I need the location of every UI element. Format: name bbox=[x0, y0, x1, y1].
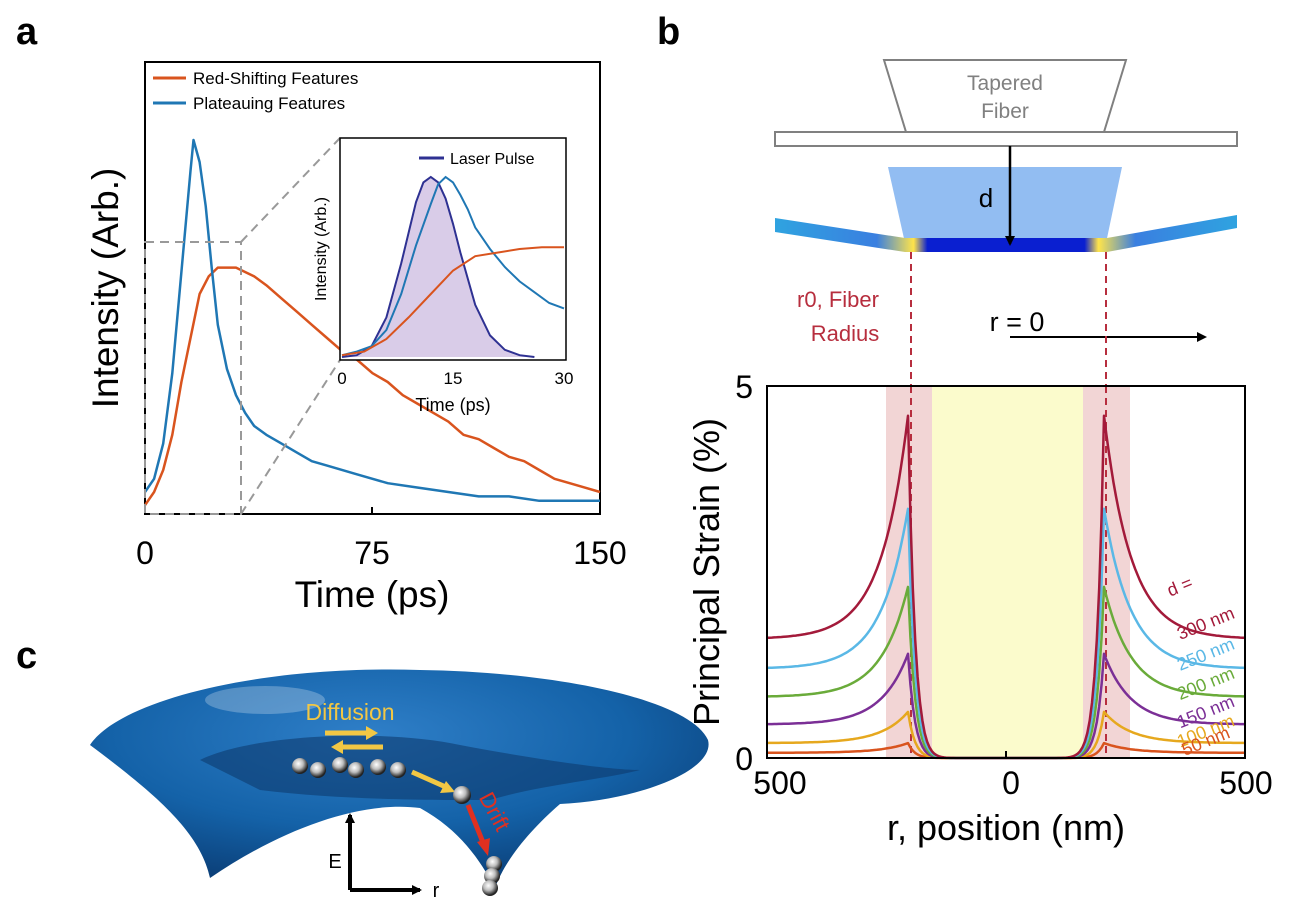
panel-a-x-tick-75: 75 bbox=[354, 535, 390, 571]
radius-axis-label: r bbox=[433, 880, 440, 902]
inset-line-series-1 bbox=[341, 175, 565, 357]
panel-b-chart: Principal Strain (%) r, position (nm) 5 … bbox=[686, 369, 1273, 848]
diffusion-arrow-right-head bbox=[366, 726, 378, 740]
panel-label-c: c bbox=[16, 635, 37, 677]
panel-b-y-tick-5: 5 bbox=[735, 369, 753, 405]
panel-label-b: b bbox=[657, 11, 680, 53]
panel-a-line-plateauing-features bbox=[143, 138, 600, 503]
energy-axis-label: E bbox=[328, 851, 341, 873]
drift-arrow bbox=[465, 804, 487, 846]
exciton-particle bbox=[486, 856, 502, 872]
diffusion-label: Diffusion bbox=[305, 699, 394, 725]
strained-membrane bbox=[775, 215, 1237, 252]
exciton-particle bbox=[370, 759, 386, 775]
exciton-particle bbox=[390, 762, 406, 778]
substrate-plate bbox=[774, 131, 1238, 147]
panel-a-line-red-shifting-features bbox=[143, 266, 601, 506]
panel-a-inset-series-group bbox=[341, 175, 565, 358]
exciton-particle bbox=[484, 868, 500, 884]
drift-arrow-head bbox=[477, 838, 490, 856]
panel-b-x-axis-label: r, position (nm) bbox=[887, 807, 1125, 848]
inset-x-tick-15: 15 bbox=[444, 369, 463, 388]
indent-depth-label: d bbox=[979, 183, 993, 213]
panel-a-y-axis-label: Intensity (Arb.) bbox=[85, 168, 126, 409]
legend-label-plateauing: Plateauing Features bbox=[193, 94, 345, 113]
panel-b-y-tick-0: 0 bbox=[735, 741, 753, 777]
exciton-particle bbox=[310, 762, 326, 778]
panel-c-schematic: Diffusion Drift E r bbox=[90, 669, 709, 902]
contact-region-band bbox=[932, 386, 1083, 758]
exciton-particle bbox=[348, 762, 364, 778]
r0-label-line1: r0, Fiber bbox=[797, 287, 879, 312]
panel-b-schematic: Tapered Fiber d r0, Fiber Radius r = 0 bbox=[774, 59, 1238, 386]
panel-a-chart: Red-Shifting Features Plateauing Feature… bbox=[85, 61, 627, 615]
inset-legend-label-laser: Laser Pulse bbox=[450, 151, 535, 168]
panel-a-x-axis-label: Time (ps) bbox=[295, 574, 450, 615]
inset-line-laser-pulse bbox=[341, 175, 535, 358]
energy-landscape-trough bbox=[200, 735, 640, 800]
r-origin-label: r = 0 bbox=[990, 307, 1045, 337]
exciton-particle bbox=[482, 880, 498, 896]
panel-a-x-tick-150: 150 bbox=[573, 535, 626, 571]
panel-b-legend-title: d = bbox=[1164, 572, 1195, 600]
panel-b-x-tick-left: 500 bbox=[753, 765, 806, 801]
panel-a-zoom-guide-top bbox=[240, 137, 341, 243]
exciton-particle bbox=[453, 786, 471, 804]
drift-path-arrow-head bbox=[440, 781, 455, 793]
tapered-fiber-label-line2: Fiber bbox=[981, 100, 1029, 123]
surface-highlight bbox=[205, 686, 325, 714]
panel-b-x-tick-right: 500 bbox=[1219, 765, 1272, 801]
exciton-particle bbox=[292, 758, 308, 774]
drift-path-arrow bbox=[410, 769, 450, 791]
inset-y-axis-label: Intensity (Arb.) bbox=[313, 197, 330, 301]
panel-a-zoom-guide-bottom bbox=[240, 359, 341, 515]
inset-laser-pulse-fill bbox=[342, 177, 535, 357]
inset-x-tick-30: 30 bbox=[555, 369, 574, 388]
panel-a-series-group bbox=[143, 138, 601, 506]
panel-label-a: a bbox=[16, 11, 38, 53]
inset-line-series-2 bbox=[341, 246, 564, 357]
panel-a-x-tick-0: 0 bbox=[136, 535, 154, 571]
tapered-fiber-label-line1: Tapered bbox=[967, 72, 1043, 95]
inset-x-axis-label: Time (ps) bbox=[415, 395, 490, 415]
inset-x-tick-0: 0 bbox=[337, 369, 346, 388]
legend-label-red-shifting: Red-Shifting Features bbox=[193, 69, 358, 88]
diffusion-arrow-left-head bbox=[331, 740, 343, 754]
panel-a-zoom-box bbox=[144, 241, 242, 515]
panel-b-y-axis-label: Principal Strain (%) bbox=[686, 418, 727, 726]
fiber-contact-region bbox=[888, 167, 1122, 243]
panel-b-x-tick-center: 0 bbox=[1002, 765, 1020, 801]
exciton-particle bbox=[332, 757, 348, 773]
r0-label-line2: Radius bbox=[811, 321, 879, 346]
